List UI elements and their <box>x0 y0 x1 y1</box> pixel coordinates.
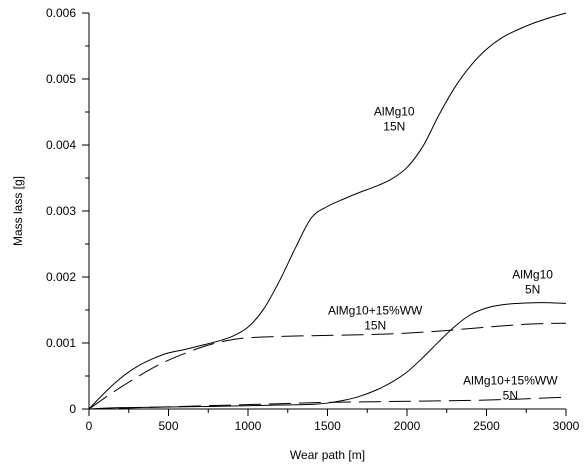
annotation-1: AlMg10 15N <box>374 104 415 133</box>
series-line-1 <box>88 12 567 410</box>
y-tick-label: 0.004 <box>46 138 76 152</box>
x-tick-label: 2500 <box>473 419 500 433</box>
x-tick-label: 2000 <box>394 419 421 433</box>
annotation-line: 15N <box>364 319 386 333</box>
series-line-2 <box>88 302 567 410</box>
y-tick-label: 0.002 <box>46 270 76 284</box>
series-line-4 <box>88 396 567 410</box>
x-tick-label: 0 <box>86 419 93 433</box>
x-axis: 0 500 1000 1500 2000 2500 3000 <box>86 408 580 433</box>
series-line-3 <box>88 322 567 410</box>
y-axis: 0 0.001 0.002 0.003 0.004 0.005 0.006 <box>46 6 90 416</box>
x-tick-label: 3000 <box>553 419 580 433</box>
x-tick-label: 1500 <box>314 419 341 433</box>
annotation-line: 15N <box>383 119 405 133</box>
annotation-line: AlMg10+15%WW <box>463 374 558 388</box>
y-tick-label: 0.006 <box>46 6 76 20</box>
y-axis-label: Mass lass [g] <box>11 176 25 246</box>
y-tick-label: 0 <box>69 402 76 416</box>
annotation-4: AlMg10+15%WW 5N <box>463 374 558 403</box>
x-tick-label: 500 <box>158 419 178 433</box>
annotation-2: AlMg10+15%WW 15N <box>328 304 423 333</box>
annotation-3: AlMg10 5N <box>512 267 553 296</box>
y-tick-label: 0.005 <box>46 72 76 86</box>
annotation-line: 5N <box>525 282 540 296</box>
annotation-line: AlMg10 <box>512 267 553 281</box>
annotation-line: AlMg10 <box>374 104 415 118</box>
y-tick-label: 0.001 <box>46 336 76 350</box>
series-lines <box>88 12 567 410</box>
x-tick-label: 1000 <box>235 419 262 433</box>
annotation-line: AlMg10+15%WW <box>328 304 423 318</box>
annotation-line: 5N <box>503 389 518 403</box>
x-axis-label: Wear path [m] <box>290 448 365 462</box>
y-tick-label: 0.003 <box>46 204 76 218</box>
